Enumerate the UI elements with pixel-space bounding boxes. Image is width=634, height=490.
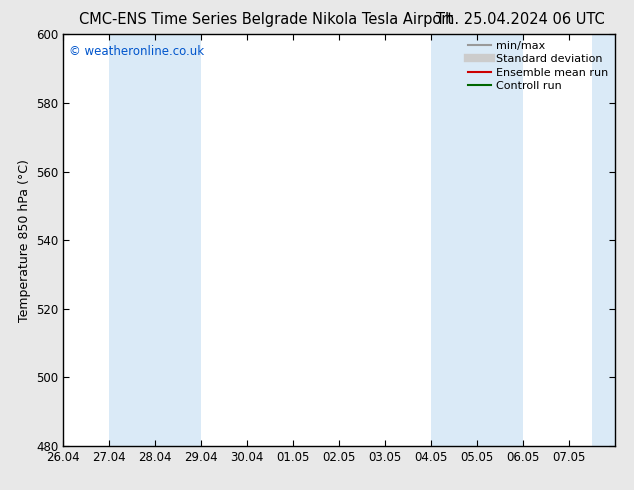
Bar (431, 34, 523, 446)
Text: © weatheronline.co.uk: © weatheronline.co.uk (69, 45, 204, 58)
Y-axis label: Temperature 850 hPa (°C): Temperature 850 hPa (°C) (18, 159, 30, 321)
Bar (592, 34, 615, 446)
Bar (110, 34, 202, 446)
Text: CMC-ENS Time Series Belgrade Nikola Tesla Airport: CMC-ENS Time Series Belgrade Nikola Tesl… (79, 12, 453, 27)
Legend: min/max, Standard deviation, Ensemble mean run, Controll run: min/max, Standard deviation, Ensemble me… (464, 37, 612, 96)
Text: Th. 25.04.2024 06 UTC: Th. 25.04.2024 06 UTC (436, 12, 604, 27)
